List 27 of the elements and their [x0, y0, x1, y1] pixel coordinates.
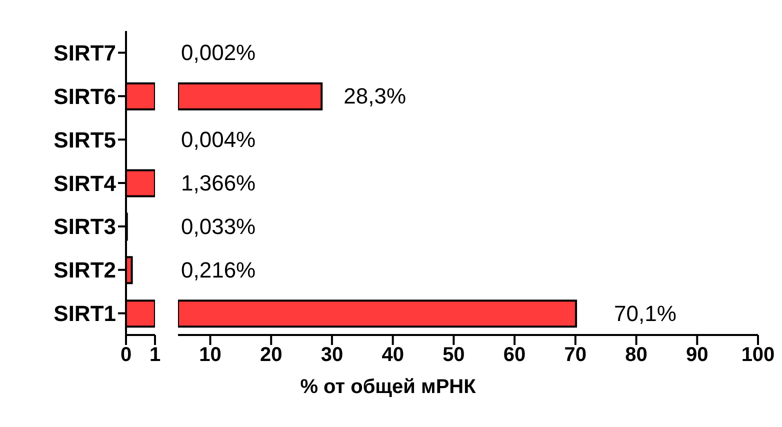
data-label: 28,3% [344, 84, 406, 109]
y-tick-label: SIRT4 [54, 170, 117, 196]
x-tick-label: 80 [625, 344, 648, 366]
y-tick-label: SIRT1 [54, 301, 116, 326]
y-tick-label: SIRT7 [54, 40, 116, 66]
y-tick-label: SIRT3 [54, 214, 116, 240]
x-tick-label: 60 [503, 344, 526, 366]
x-tick-label: 70 [564, 344, 587, 366]
text: 0,002% [181, 40, 256, 66]
x-tick-label: 90 [686, 344, 708, 366]
data-label: 70,1% [614, 300, 676, 326]
x-tick-label: 1 [149, 344, 161, 366]
x-tick-label: 0 [120, 344, 132, 366]
x-tick-label: 20 [260, 344, 282, 366]
y-tick-label: SIRT2 [54, 258, 116, 283]
x-tick-label: 50 [442, 344, 465, 366]
y-tick-label: SIRT5 [54, 127, 116, 152]
y-tick-label: SIRT6 [54, 84, 116, 109]
x-axis-title: % от общей мРНК [300, 376, 477, 398]
text: 0,004% [181, 127, 256, 152]
x-tick-label: 10 [199, 344, 222, 366]
text: 0,033% [181, 214, 256, 239]
x-tick-label: 30 [320, 344, 344, 366]
x-tick-label: 40 [382, 344, 404, 366]
text: 1,366% [181, 170, 256, 196]
x-tick-label: 100 [741, 344, 775, 366]
text: 0,216% [181, 257, 256, 282]
